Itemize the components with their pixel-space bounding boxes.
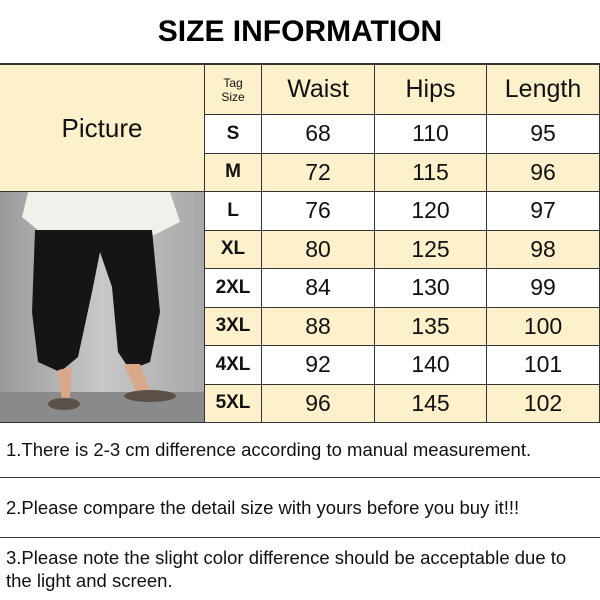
row-2XL-length: 99 <box>487 269 600 308</box>
row-4XL-waist: 92 <box>262 346 375 385</box>
row-S-length: 95 <box>487 115 600 154</box>
row-5XL-size: 5XL <box>205 384 262 423</box>
row-M-waist: 72 <box>262 153 375 192</box>
row-S-size: S <box>205 115 262 154</box>
length-header: Length <box>487 65 600 115</box>
row-5XL-waist: 96 <box>262 384 375 423</box>
note-3: 3.Please note the slight color differenc… <box>6 547 567 591</box>
row-2XL-size: 2XL <box>205 269 262 308</box>
row-S-hips: 110 <box>375 115 487 154</box>
row-3XL-length: 100 <box>487 307 600 346</box>
row-L-size: L <box>205 192 262 231</box>
row-M-size: M <box>205 153 262 192</box>
row-M-length: 96 <box>487 153 600 192</box>
row-5XL-hips: 145 <box>375 384 487 423</box>
row-2XL-hips: 130 <box>375 269 487 308</box>
row-4XL-size: 4XL <box>205 346 262 385</box>
row-5XL-length: 102 <box>487 384 600 423</box>
row-3XL-waist: 88 <box>262 307 375 346</box>
row-XL-size: XL <box>205 230 262 269</box>
hips-header: Hips <box>375 65 487 115</box>
note-1: 1.There is 2-3 cm difference according t… <box>0 421 600 478</box>
product-photo <box>0 192 205 423</box>
size-table: Picture Tag Size Waist Hips Length S 68 11… <box>0 63 600 423</box>
row-XL-length: 98 <box>487 230 600 269</box>
row-3XL-size: 3XL <box>205 307 262 346</box>
row-2XL-waist: 84 <box>262 269 375 308</box>
tag-size-header: Tag Size <box>205 65 262 115</box>
row-3XL-hips: 135 <box>375 307 487 346</box>
row-L-hips: 120 <box>375 192 487 231</box>
chart-title: SIZE INFORMATION <box>157 14 443 48</box>
row-S-waist: 68 <box>262 115 375 154</box>
tag-label: Tag <box>223 75 243 90</box>
row-XL-hips: 125 <box>375 230 487 269</box>
row-4XL-length: 101 <box>487 346 600 385</box>
size-label: Size <box>221 89 245 104</box>
picture-header: Picture <box>0 65 205 192</box>
waist-header: Waist <box>262 65 375 115</box>
row-L-length: 97 <box>487 192 600 231</box>
note-2: 2.Please compare the detail size with yo… <box>0 478 600 538</box>
row-4XL-hips: 140 <box>375 346 487 385</box>
row-XL-waist: 80 <box>262 230 375 269</box>
row-M-hips: 115 <box>375 153 487 192</box>
row-L-waist: 76 <box>262 192 375 231</box>
